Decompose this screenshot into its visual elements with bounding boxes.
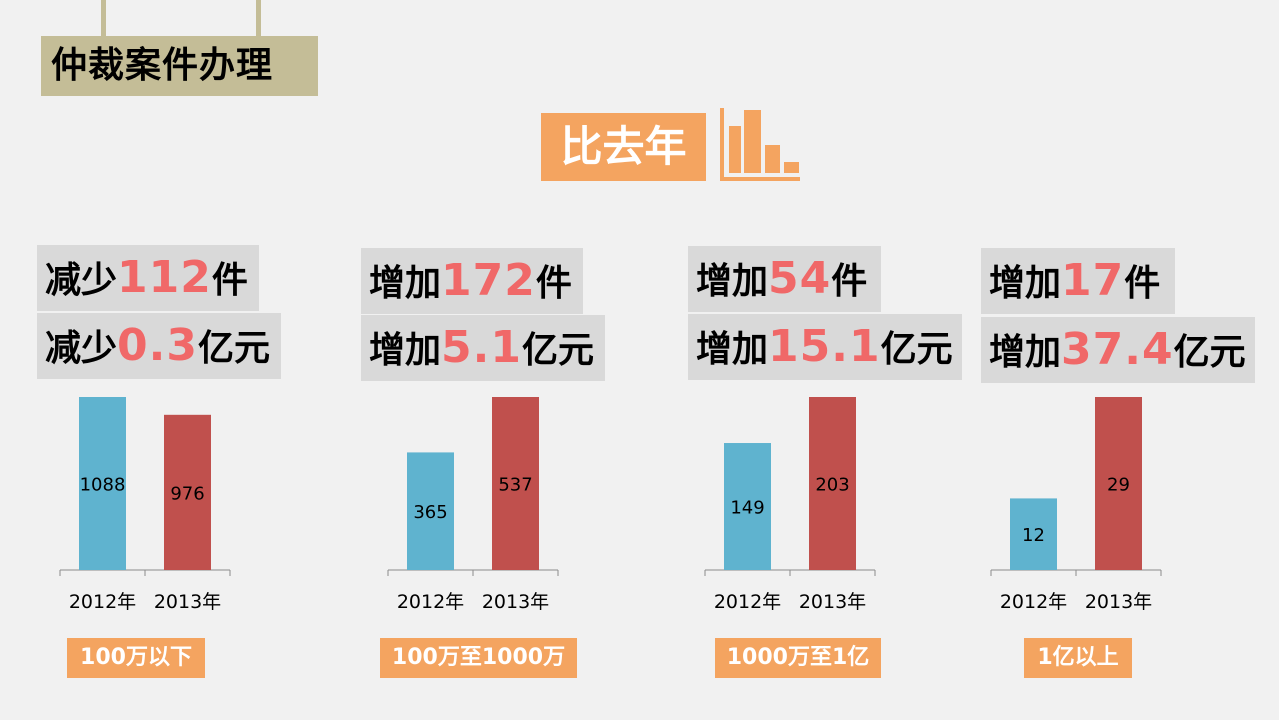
bar-2013年 [164,414,211,570]
panel-4-count-number: 17 [1061,255,1125,306]
panel-3-bar-chart: 149 2012年 203 2013年 [704,397,876,613]
data-label: 976 [170,483,204,504]
panel-1-count-suffix: 件 [211,260,248,301]
panel-3-count-number: 54 [768,253,832,304]
panel-4-count-change: 增加17件 [981,248,1175,314]
panel-2-count-suffix: 件 [535,263,572,304]
panel-3-amount-prefix: 增加 [696,329,769,370]
data-label: 29 [1107,475,1130,496]
panel-2-amount-number: 5.1 [441,322,522,373]
panel-2-amount-change: 增加5.1亿元 [361,315,605,381]
panel-2-bar-chart: 365 2012年 537 2013年 [387,397,559,613]
panel-1-amount-number: 0.3 [117,320,198,371]
x-tick-label: 2012年 [714,591,781,613]
panel-1-count-change: 减少112件 [37,245,259,311]
panel-1-category-label: 100万以下 [67,638,205,678]
x-tick-label: 2012年 [397,591,464,613]
panel-3-category-label: 1000万至1亿 [715,638,881,678]
panel-4-amount-change: 增加37.4亿元 [981,317,1255,383]
panel-4-bar-chart: 12 2012年 29 2013年 [990,397,1162,613]
panel-4-amount-suffix: 亿元 [1173,332,1246,373]
panel-4-amount-prefix: 增加 [989,332,1062,373]
bar-2012年 [407,452,454,570]
panel-2-count-change: 增加172件 [361,248,583,314]
bar-2013年 [809,397,856,570]
panel-4-count-suffix: 件 [1124,263,1161,304]
panel-1-bar-chart: 1088 2012年 976 2013年 [59,397,231,613]
panel-3-amount-suffix: 亿元 [880,329,953,370]
panel-2-amount-suffix: 亿元 [521,330,594,371]
x-tick-label: 2013年 [799,591,866,613]
data-label: 203 [815,475,849,496]
x-tick-label: 2013年 [154,591,221,613]
panel-1-count-prefix: 减少 [45,260,118,301]
panel-1-amount-suffix: 亿元 [197,328,270,369]
data-label: 12 [1022,525,1045,546]
title-hanger-left [101,0,106,40]
x-tick-label: 2012年 [1000,591,1067,613]
panel-3-count-change: 增加54件 [688,246,881,312]
x-tick-label: 2013年 [1085,591,1152,613]
panel-2-category-label: 100万至1000万 [380,638,577,678]
x-tick-label: 2012年 [69,591,136,613]
data-label: 149 [730,498,764,519]
title-hanger-right [256,0,261,40]
bar-2012年 [724,443,771,570]
panel-3-count-suffix: 件 [831,261,868,302]
panel-4-category-label: 1亿以上 [1024,638,1132,678]
panel-1-amount-change: 减少0.3亿元 [37,313,281,379]
bar-chart-icon [720,108,800,181]
panel-3-count-prefix: 增加 [696,261,769,302]
bar-2012年 [1010,498,1057,570]
panel-1-count-number: 112 [117,252,212,303]
panel-4-amount-number: 37.4 [1061,324,1174,375]
compare-label: 比去年 [541,113,706,181]
panel-3-amount-change: 增加15.1亿元 [688,314,962,380]
page-title: 仲裁案件办理 [41,36,318,96]
bar-2012年 [79,397,126,570]
data-label: 365 [413,502,447,523]
panel-2-count-prefix: 增加 [369,263,442,304]
panel-2-amount-prefix: 增加 [369,330,442,371]
panel-3-amount-number: 15.1 [768,321,881,372]
data-label: 1088 [80,475,126,496]
panel-1-amount-prefix: 减少 [45,328,118,369]
panel-2-count-number: 172 [441,255,536,306]
bar-2013年 [492,397,539,570]
bar-2013年 [1095,397,1142,570]
panel-4-count-prefix: 增加 [989,263,1062,304]
data-label: 537 [498,475,532,496]
x-tick-label: 2013年 [482,591,549,613]
